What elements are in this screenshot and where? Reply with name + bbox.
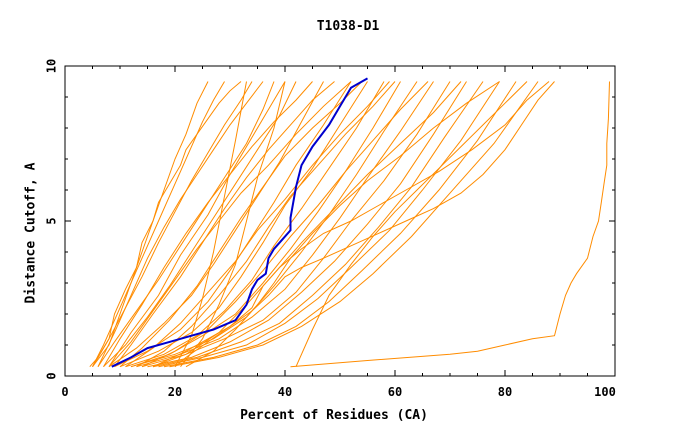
model-line-21 [114,81,335,368]
model-line-23 [136,81,396,368]
model-line-2 [89,81,242,368]
model-line-22 [119,81,363,368]
x-tick-label-0: 0 [61,385,68,399]
model-line-25 [152,81,462,368]
model-line-32 [108,81,286,367]
model-line-35 [290,81,610,368]
model-line-6 [108,81,324,368]
model-line-9 [125,81,385,368]
y-axis-label: Distance Cutoff, A [24,162,39,303]
model-line-10 [130,81,401,368]
y-tick-label-10: 10 [45,59,59,73]
model-line-31 [180,81,286,368]
series-layer [89,81,610,368]
model-line-3 [92,81,253,367]
x-tick-label-100: 100 [594,385,616,399]
model-line-19 [97,81,264,367]
model-line-24 [141,81,429,368]
model-line-26 [185,81,500,368]
model-line-18 [169,81,539,368]
y-tick-label-5: 5 [45,217,59,224]
chart-title: T1038-D1 [317,19,380,34]
model-line-15 [152,81,484,368]
plot-frame [64,65,616,377]
model-line-1 [92,81,209,368]
x-axis-label: Percent of Residues (CA) [240,408,428,423]
axis-ticks [64,65,616,377]
x-tick-label-80: 80 [498,385,512,399]
x-tick-label-60: 60 [388,385,402,399]
model-line-12 [136,81,434,368]
x-tick-label-20: 20 [168,385,182,399]
highlight-line [111,77,368,368]
model-line-14 [147,81,467,368]
model-line-4 [97,81,275,367]
x-tick-label-40: 40 [278,385,292,399]
y-tick-label-0: 0 [45,372,59,379]
model-line-34 [295,81,528,367]
model-line-27 [108,81,352,368]
model-line-33 [174,81,550,368]
model-line-36 [152,81,555,368]
model-line-13 [141,81,451,368]
model-line-20 [103,81,313,367]
highlight-layer [111,77,368,368]
model-line-17 [163,81,517,368]
model-line-29 [92,81,225,367]
model-line-28 [125,81,390,368]
model-line-5 [103,81,297,368]
